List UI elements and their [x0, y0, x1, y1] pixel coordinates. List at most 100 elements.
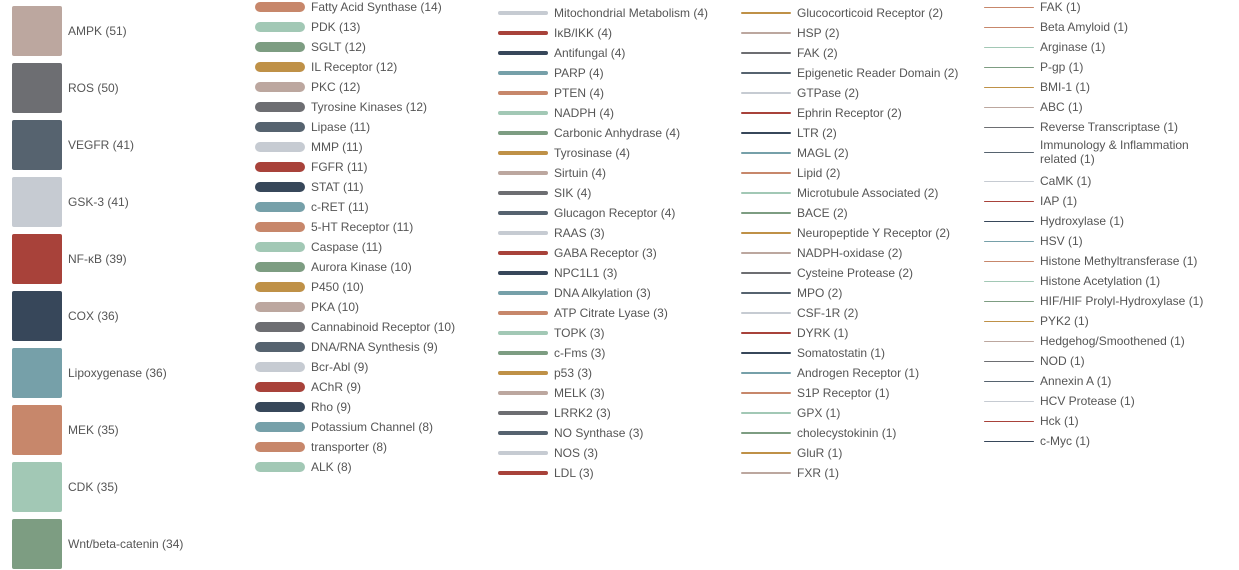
- legend-item[interactable]: PKC (12): [255, 77, 360, 97]
- legend-item[interactable]: PYK2 (1): [984, 311, 1089, 331]
- legend-item[interactable]: LRRK2 (3): [498, 403, 611, 423]
- legend-item[interactable]: LDL (3): [498, 463, 594, 483]
- legend-item[interactable]: Immunology & Inflammation related (1): [984, 137, 1210, 167]
- legend-item[interactable]: NOS (3): [498, 443, 598, 463]
- legend-item[interactable]: NOD (1): [984, 351, 1085, 371]
- legend-item[interactable]: Reverse Transcriptase (1): [984, 117, 1178, 137]
- legend-item[interactable]: S1P Receptor (1): [741, 383, 890, 403]
- legend-item[interactable]: Bcr-Abl (9): [255, 357, 368, 377]
- legend-item[interactable]: c-Myc (1): [984, 431, 1090, 451]
- legend-item[interactable]: transporter (8): [255, 437, 387, 457]
- legend-item[interactable]: NPC1L1 (3): [498, 263, 617, 283]
- legend-item[interactable]: IAP (1): [984, 191, 1077, 211]
- legend-item[interactable]: ALK (8): [255, 457, 352, 477]
- legend-item[interactable]: Lipoxygenase (36): [12, 347, 167, 399]
- legend-item[interactable]: AChR (9): [255, 377, 361, 397]
- legend-item[interactable]: NO Synthase (3): [498, 423, 643, 443]
- legend-item[interactable]: Mitochondrial Metabolism (4): [498, 3, 708, 23]
- legend-item[interactable]: GluR (1): [741, 443, 842, 463]
- legend-item[interactable]: p53 (3): [498, 363, 592, 383]
- legend-item[interactable]: SGLT (12): [255, 37, 366, 57]
- legend-item[interactable]: PTEN (4): [498, 83, 604, 103]
- legend-item[interactable]: Wnt/beta-catenin (34): [12, 518, 183, 570]
- legend-item[interactable]: FXR (1): [741, 463, 839, 483]
- legend-item[interactable]: AMPK (51): [12, 5, 127, 57]
- legend-item[interactable]: HIF/HIF Prolyl-Hydroxylase (1): [984, 291, 1203, 311]
- legend-item[interactable]: ABC (1): [984, 97, 1083, 117]
- legend-item[interactable]: MELK (3): [498, 383, 605, 403]
- legend-item[interactable]: Cysteine Protease (2): [741, 263, 913, 283]
- legend-item[interactable]: Hydroxylase (1): [984, 211, 1124, 231]
- legend-item[interactable]: MMP (11): [255, 137, 363, 157]
- legend-item[interactable]: BMI-1 (1): [984, 77, 1090, 97]
- legend-item[interactable]: DYRK (1): [741, 323, 848, 343]
- legend-item[interactable]: HCV Protease (1): [984, 391, 1135, 411]
- legend-item[interactable]: Tyrosine Kinases (12): [255, 97, 427, 117]
- legend-item[interactable]: Rho (9): [255, 397, 351, 417]
- legend-item[interactable]: Androgen Receptor (1): [741, 363, 919, 383]
- legend-item[interactable]: ROS (50): [12, 62, 119, 114]
- legend-item[interactable]: 5-HT Receptor (11): [255, 217, 413, 237]
- legend-item[interactable]: TOPK (3): [498, 323, 604, 343]
- legend-item[interactable]: c-Fms (3): [498, 343, 605, 363]
- legend-item[interactable]: GPX (1): [741, 403, 840, 423]
- legend-item[interactable]: Microtubule Associated (2): [741, 183, 938, 203]
- legend-item[interactable]: RAAS (3): [498, 223, 605, 243]
- legend-item[interactable]: LTR (2): [741, 123, 837, 143]
- legend-item[interactable]: COX (36): [12, 290, 119, 342]
- legend-item[interactable]: Hck (1): [984, 411, 1079, 431]
- legend-item[interactable]: PKA (10): [255, 297, 359, 317]
- legend-item[interactable]: NADPH-oxidase (2): [741, 243, 902, 263]
- legend-item[interactable]: CSF-1R (2): [741, 303, 858, 323]
- legend-item[interactable]: CDK (35): [12, 461, 118, 513]
- legend-item[interactable]: GTPase (2): [741, 83, 859, 103]
- legend-item[interactable]: Annexin A (1): [984, 371, 1111, 391]
- legend-item[interactable]: Tyrosinase (4): [498, 143, 630, 163]
- legend-item[interactable]: FGFR (11): [255, 157, 367, 177]
- legend-item[interactable]: Beta Amyloid (1): [984, 17, 1128, 37]
- legend-item[interactable]: Fatty Acid Synthase (14): [255, 0, 442, 17]
- legend-item[interactable]: P450 (10): [255, 277, 364, 297]
- legend-item[interactable]: Histone Acetylation (1): [984, 271, 1160, 291]
- legend-item[interactable]: Histone Methyltransferase (1): [984, 251, 1197, 271]
- legend-item[interactable]: cholecystokinin (1): [741, 423, 896, 443]
- legend-item[interactable]: NADPH (4): [498, 103, 614, 123]
- legend-item[interactable]: Hedgehog/Smoothened (1): [984, 331, 1185, 351]
- legend-item[interactable]: Potassium Channel (8): [255, 417, 433, 437]
- legend-item[interactable]: FAK (1): [984, 0, 1081, 17]
- legend-item[interactable]: PDK (13): [255, 17, 360, 37]
- legend-item[interactable]: MEK (35): [12, 404, 119, 456]
- legend-item[interactable]: Arginase (1): [984, 37, 1105, 57]
- legend-item[interactable]: Caspase (11): [255, 237, 382, 257]
- legend-item[interactable]: CaMK (1): [984, 171, 1091, 191]
- legend-item[interactable]: BACE (2): [741, 203, 848, 223]
- legend-item[interactable]: Glucagon Receptor (4): [498, 203, 675, 223]
- legend-item[interactable]: Ephrin Receptor (2): [741, 103, 902, 123]
- legend-item[interactable]: DNA/RNA Synthesis (9): [255, 337, 438, 357]
- legend-item[interactable]: Lipase (11): [255, 117, 370, 137]
- legend-item[interactable]: PARP (4): [498, 63, 604, 83]
- legend-item[interactable]: NF-κB (39): [12, 233, 127, 285]
- legend-item[interactable]: GSK-3 (41): [12, 176, 129, 228]
- legend-item[interactable]: HSV (1): [984, 231, 1083, 251]
- legend-item[interactable]: DNA Alkylation (3): [498, 283, 651, 303]
- legend-item[interactable]: STAT (11): [255, 177, 363, 197]
- legend-item[interactable]: IκB/IKK (4): [498, 23, 612, 43]
- legend-item[interactable]: IL Receptor (12): [255, 57, 397, 77]
- legend-item[interactable]: HSP (2): [741, 23, 839, 43]
- legend-item[interactable]: Neuropeptide Y Receptor (2): [741, 223, 950, 243]
- legend-item[interactable]: FAK (2): [741, 43, 838, 63]
- legend-item[interactable]: Carbonic Anhydrase (4): [498, 123, 680, 143]
- legend-item[interactable]: Glucocorticoid Receptor (2): [741, 3, 943, 23]
- legend-item[interactable]: MPO (2): [741, 283, 842, 303]
- legend-item[interactable]: P-gp (1): [984, 57, 1083, 77]
- legend-item[interactable]: Sirtuin (4): [498, 163, 606, 183]
- legend-item[interactable]: ATP Citrate Lyase (3): [498, 303, 668, 323]
- legend-item[interactable]: Cannabinoid Receptor (10): [255, 317, 455, 337]
- legend-item[interactable]: Epigenetic Reader Domain (2): [741, 63, 958, 83]
- legend-item[interactable]: Antifungal (4): [498, 43, 625, 63]
- legend-item[interactable]: MAGL (2): [741, 143, 849, 163]
- legend-item[interactable]: SIK (4): [498, 183, 591, 203]
- legend-item[interactable]: GABA Receptor (3): [498, 243, 657, 263]
- legend-item[interactable]: Aurora Kinase (10): [255, 257, 412, 277]
